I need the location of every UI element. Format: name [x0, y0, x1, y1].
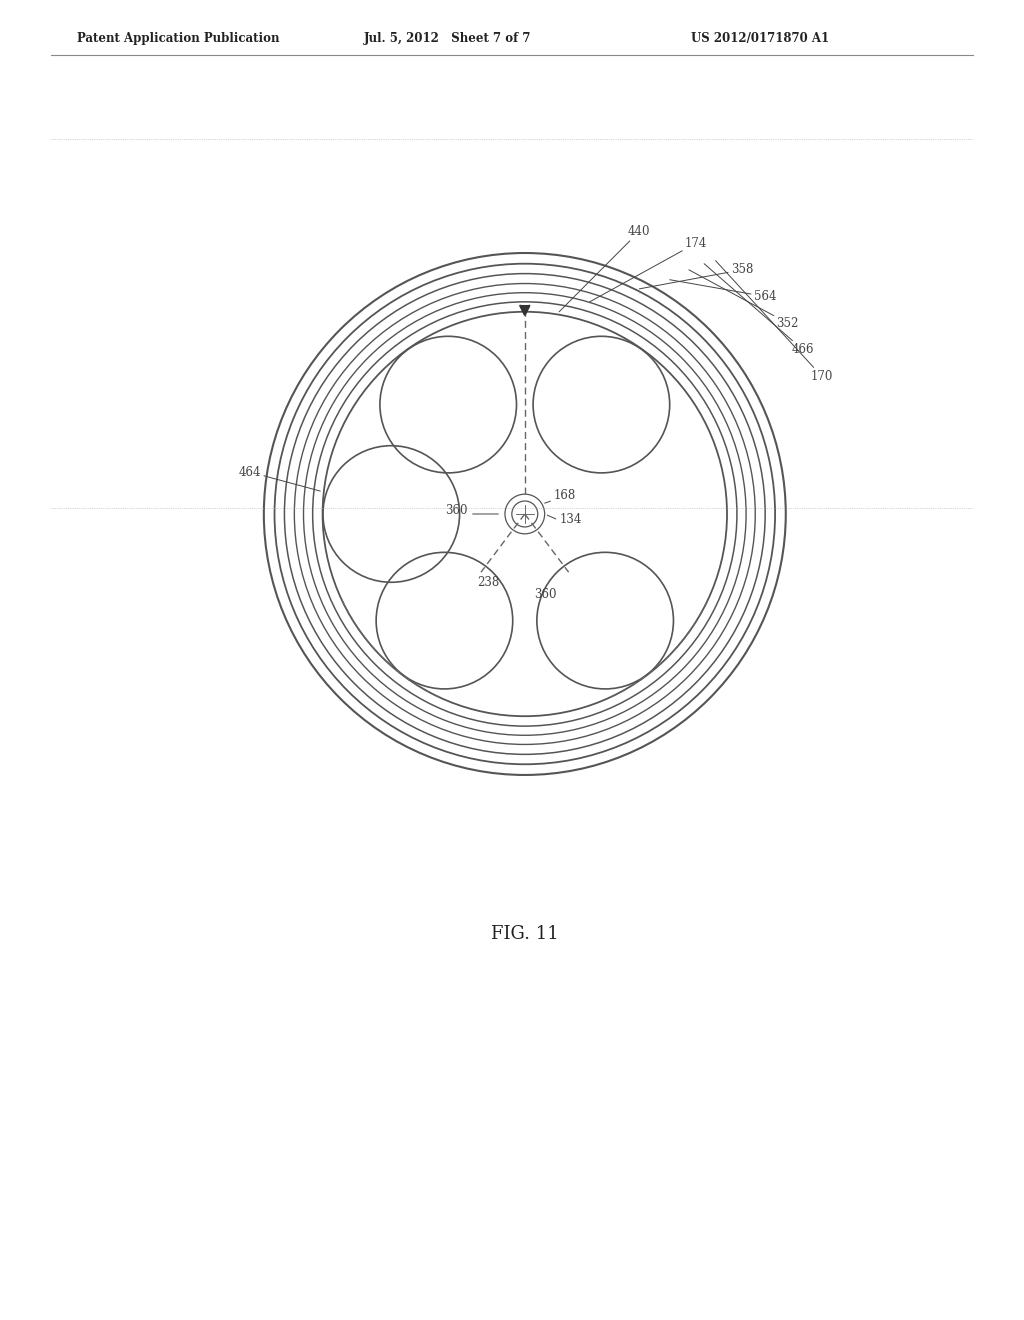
Text: Patent Application Publication: Patent Application Publication: [77, 32, 280, 45]
Text: 134: 134: [559, 513, 582, 527]
Text: Jul. 5, 2012   Sheet 7 of 7: Jul. 5, 2012 Sheet 7 of 7: [364, 32, 531, 45]
Text: 358: 358: [639, 263, 754, 289]
Text: 360: 360: [534, 587, 556, 601]
Text: FIG. 11: FIG. 11: [490, 925, 559, 942]
Text: 464: 464: [239, 466, 321, 491]
Text: 440: 440: [559, 226, 650, 312]
Text: 360: 360: [444, 504, 467, 517]
Text: 168: 168: [554, 488, 577, 502]
Text: 352: 352: [689, 269, 799, 330]
Text: 466: 466: [705, 264, 814, 356]
Text: US 2012/0171870 A1: US 2012/0171870 A1: [691, 32, 829, 45]
Polygon shape: [520, 306, 529, 315]
Text: 170: 170: [716, 260, 834, 383]
Text: 174: 174: [590, 236, 708, 302]
Text: 564: 564: [670, 280, 776, 304]
Text: 238: 238: [477, 577, 500, 590]
